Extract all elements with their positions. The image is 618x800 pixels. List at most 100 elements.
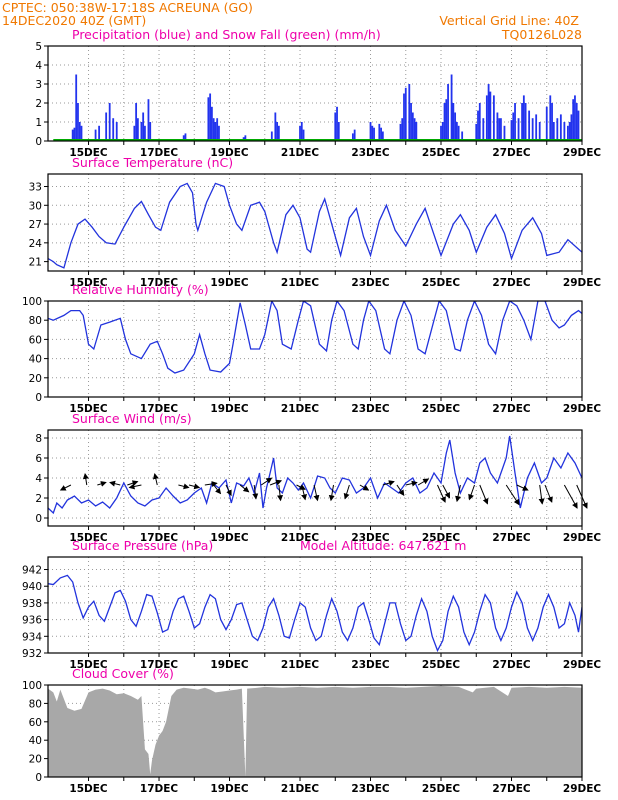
x-tick-label: 29DEC	[563, 147, 602, 159]
x-tick-label: 17DEC	[140, 277, 179, 289]
wind-arrow	[505, 484, 520, 506]
precip-bar	[302, 129, 305, 141]
precip-bar	[80, 125, 83, 141]
wind-arrow	[277, 484, 284, 502]
panel-title: Surface Temperature (nC)	[72, 155, 233, 170]
precip-bar	[373, 127, 375, 141]
header-model-code: TQ0126L028	[501, 27, 582, 42]
panel-frame	[47, 173, 583, 272]
series-line-wind	[48, 435, 582, 515]
wind-arrow	[59, 484, 72, 491]
x-tick-label: 25DEC	[422, 659, 461, 671]
y-tick-label: 8	[35, 433, 42, 445]
precip-bar	[577, 110, 580, 141]
wind-arrow	[296, 484, 306, 490]
panel-title: Surface Pressure (hPa)	[72, 538, 213, 553]
precip-bar	[209, 93, 212, 141]
precip-bar	[410, 103, 412, 141]
precip-bar	[184, 133, 187, 141]
precip-bar	[413, 118, 416, 141]
y-tick-label: 27	[29, 219, 42, 231]
x-tick-label: 23DEC	[351, 659, 390, 671]
precip-bar	[556, 118, 559, 141]
wind-arrow	[269, 479, 283, 486]
precip-bar	[351, 133, 354, 141]
y-tick-label: 936	[22, 615, 42, 627]
panel-frame	[47, 684, 583, 778]
precip-bar	[244, 135, 247, 141]
panel-precip: Precipitation (blue) and Snow Fall (gree…	[35, 27, 601, 159]
y-tick-label: 4	[35, 473, 42, 485]
x-tick-label: 27DEC	[492, 783, 531, 795]
wind-arrow	[313, 484, 320, 502]
y-tick-label: 934	[22, 631, 42, 643]
wind-arrow	[109, 480, 121, 487]
panel-title: Cloud Cover (%)	[72, 666, 174, 681]
series-line-rh	[48, 301, 582, 374]
y-tick-label: 3	[35, 79, 42, 91]
wind-arrow	[127, 480, 139, 487]
x-tick-label: 19DEC	[210, 532, 249, 544]
x-tick-label: 15DEC	[69, 403, 108, 415]
x-tick-label: 19DEC	[210, 277, 249, 289]
wind-arrow	[97, 481, 107, 487]
precip-bar	[528, 110, 531, 141]
precip-bar	[399, 123, 402, 141]
panel-title: Relative Humidity (%)	[72, 282, 209, 297]
x-tick-label: 29DEC	[563, 783, 602, 795]
y-tick-label: 80	[29, 315, 42, 327]
precip-bar	[552, 122, 555, 141]
x-tick-label: 15DEC	[69, 277, 108, 289]
precip-bar	[274, 112, 277, 141]
wind-arrow	[188, 483, 201, 490]
precip-bar	[535, 114, 538, 141]
precip-bar	[136, 118, 139, 141]
precip-bar	[475, 123, 478, 141]
wind-arrow	[260, 477, 273, 486]
precip-bar	[503, 125, 506, 141]
wind-arrow	[417, 478, 430, 486]
precip-bar	[559, 114, 562, 141]
precip-bar	[461, 131, 464, 141]
precip-bar	[510, 120, 513, 141]
plot-area	[48, 574, 582, 653]
x-tick-label: 21DEC	[281, 783, 320, 795]
precip-bar	[443, 103, 446, 141]
y-tick-label: 100	[22, 680, 42, 692]
panel-rh: Relative Humidity (%) 0 20 40 60 80 100 15DEC 17…	[22, 282, 601, 415]
panel-frame	[47, 300, 583, 398]
x-tick-label: 17DEC	[140, 532, 179, 544]
x-tick-label: 25DEC	[422, 532, 461, 544]
panel-pres: Surface Pressure (hPa) Model Altitude: 64…	[22, 538, 601, 671]
x-tick-label: 21DEC	[281, 659, 320, 671]
y-tick-label: 40	[29, 735, 42, 747]
x-tick-label: 15DEC	[69, 659, 108, 671]
y-tick-label: 2	[35, 493, 42, 505]
precip-bar	[531, 118, 534, 141]
x-tick-label: 19DEC	[210, 147, 249, 159]
x-tick-label: 25DEC	[422, 147, 461, 159]
x-tick-label: 27DEC	[492, 147, 531, 159]
precip-bar	[514, 103, 516, 141]
wind-arrow	[301, 484, 307, 501]
panel-title: Precipitation (blue) and Snow Fall (gree…	[72, 27, 381, 42]
y-tick-label: 100	[22, 296, 42, 308]
precip-bar	[147, 99, 150, 141]
y-tick-label: 80	[29, 698, 42, 710]
x-tick-label: 29DEC	[563, 277, 602, 289]
precip-bar	[454, 112, 457, 141]
precip-bar	[445, 99, 448, 141]
precip-bar	[369, 122, 372, 141]
precip-bar	[404, 87, 407, 141]
precip-bar	[94, 129, 97, 141]
y-tick-label: 6	[35, 453, 42, 465]
precip-bar	[207, 97, 210, 141]
precip-bar	[133, 125, 136, 141]
precip-bar	[545, 106, 548, 141]
precip-bar	[477, 110, 479, 141]
y-tick-label: 2	[35, 98, 42, 110]
precip-bar	[485, 95, 488, 141]
wind-arrow	[252, 484, 259, 500]
y-tick-label: 33	[29, 182, 42, 194]
